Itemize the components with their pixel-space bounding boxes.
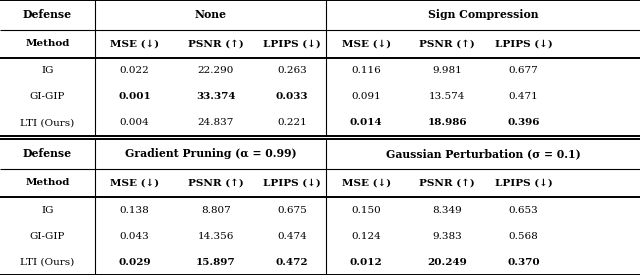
Text: 9.383: 9.383 bbox=[433, 232, 462, 241]
Text: LTI (Ours): LTI (Ours) bbox=[20, 257, 74, 266]
Text: 0.150: 0.150 bbox=[351, 205, 381, 215]
Text: 8.349: 8.349 bbox=[433, 205, 462, 215]
Text: Defense: Defense bbox=[23, 9, 72, 20]
Text: PSNR (↑): PSNR (↑) bbox=[419, 178, 476, 188]
Text: 0.263: 0.263 bbox=[277, 66, 307, 75]
Text: PSNR (↑): PSNR (↑) bbox=[419, 39, 476, 48]
Text: LPIPS (↓): LPIPS (↓) bbox=[495, 39, 552, 48]
Text: 0.138: 0.138 bbox=[120, 205, 149, 215]
Text: 33.374: 33.374 bbox=[196, 92, 236, 101]
Text: 0.221: 0.221 bbox=[277, 118, 307, 127]
Text: 0.396: 0.396 bbox=[508, 118, 540, 127]
Text: 15.897: 15.897 bbox=[196, 257, 236, 266]
Text: 22.290: 22.290 bbox=[198, 66, 234, 75]
Text: 0.370: 0.370 bbox=[508, 257, 540, 266]
Text: 0.029: 0.029 bbox=[118, 257, 150, 266]
Text: 0.012: 0.012 bbox=[349, 257, 383, 266]
Text: 0.653: 0.653 bbox=[509, 205, 538, 215]
Text: 8.807: 8.807 bbox=[201, 205, 230, 215]
Text: 0.675: 0.675 bbox=[277, 205, 307, 215]
Text: GI-GIP: GI-GIP bbox=[29, 232, 65, 241]
Text: 0.001: 0.001 bbox=[118, 92, 151, 101]
Text: PSNR (↑): PSNR (↑) bbox=[188, 39, 244, 48]
Text: 0.004: 0.004 bbox=[120, 118, 149, 127]
Text: 0.474: 0.474 bbox=[277, 232, 307, 241]
Text: 0.014: 0.014 bbox=[350, 118, 382, 127]
Text: 24.837: 24.837 bbox=[198, 118, 234, 127]
Text: 0.472: 0.472 bbox=[276, 257, 308, 266]
Text: Method: Method bbox=[25, 178, 70, 188]
Text: Method: Method bbox=[25, 39, 70, 48]
Text: Gradient Pruning (α = 0.99): Gradient Pruning (α = 0.99) bbox=[125, 148, 296, 159]
Text: MSE (↓): MSE (↓) bbox=[342, 178, 390, 188]
Text: GI-GIP: GI-GIP bbox=[29, 92, 65, 101]
Text: 0.033: 0.033 bbox=[276, 92, 308, 101]
Text: Gaussian Perturbation (σ = 0.1): Gaussian Perturbation (σ = 0.1) bbox=[386, 148, 580, 159]
Text: LPIPS (↓): LPIPS (↓) bbox=[495, 178, 552, 188]
Text: MSE (↓): MSE (↓) bbox=[110, 39, 159, 48]
Text: 9.981: 9.981 bbox=[433, 66, 462, 75]
Text: 14.356: 14.356 bbox=[198, 232, 234, 241]
Text: 0.124: 0.124 bbox=[351, 232, 381, 241]
Text: 20.249: 20.249 bbox=[428, 257, 467, 266]
Text: IG: IG bbox=[41, 66, 54, 75]
Text: 0.091: 0.091 bbox=[351, 92, 381, 101]
Text: 0.471: 0.471 bbox=[509, 92, 538, 101]
Text: 18.986: 18.986 bbox=[428, 118, 467, 127]
Text: 13.574: 13.574 bbox=[429, 92, 465, 101]
Text: Defense: Defense bbox=[23, 148, 72, 159]
Text: Sign Compression: Sign Compression bbox=[428, 9, 538, 20]
Text: 0.677: 0.677 bbox=[509, 66, 538, 75]
Text: MSE (↓): MSE (↓) bbox=[342, 39, 390, 48]
Text: 0.022: 0.022 bbox=[120, 66, 149, 75]
Text: PSNR (↑): PSNR (↑) bbox=[188, 178, 244, 188]
Text: 0.568: 0.568 bbox=[509, 232, 538, 241]
Text: LTI (Ours): LTI (Ours) bbox=[20, 118, 74, 127]
Text: MSE (↓): MSE (↓) bbox=[110, 178, 159, 188]
Text: LPIPS (↓): LPIPS (↓) bbox=[263, 178, 321, 188]
Text: 0.116: 0.116 bbox=[351, 66, 381, 75]
Text: IG: IG bbox=[41, 205, 54, 215]
Text: LPIPS (↓): LPIPS (↓) bbox=[263, 39, 321, 48]
Text: None: None bbox=[195, 9, 227, 20]
Text: 0.043: 0.043 bbox=[120, 232, 149, 241]
